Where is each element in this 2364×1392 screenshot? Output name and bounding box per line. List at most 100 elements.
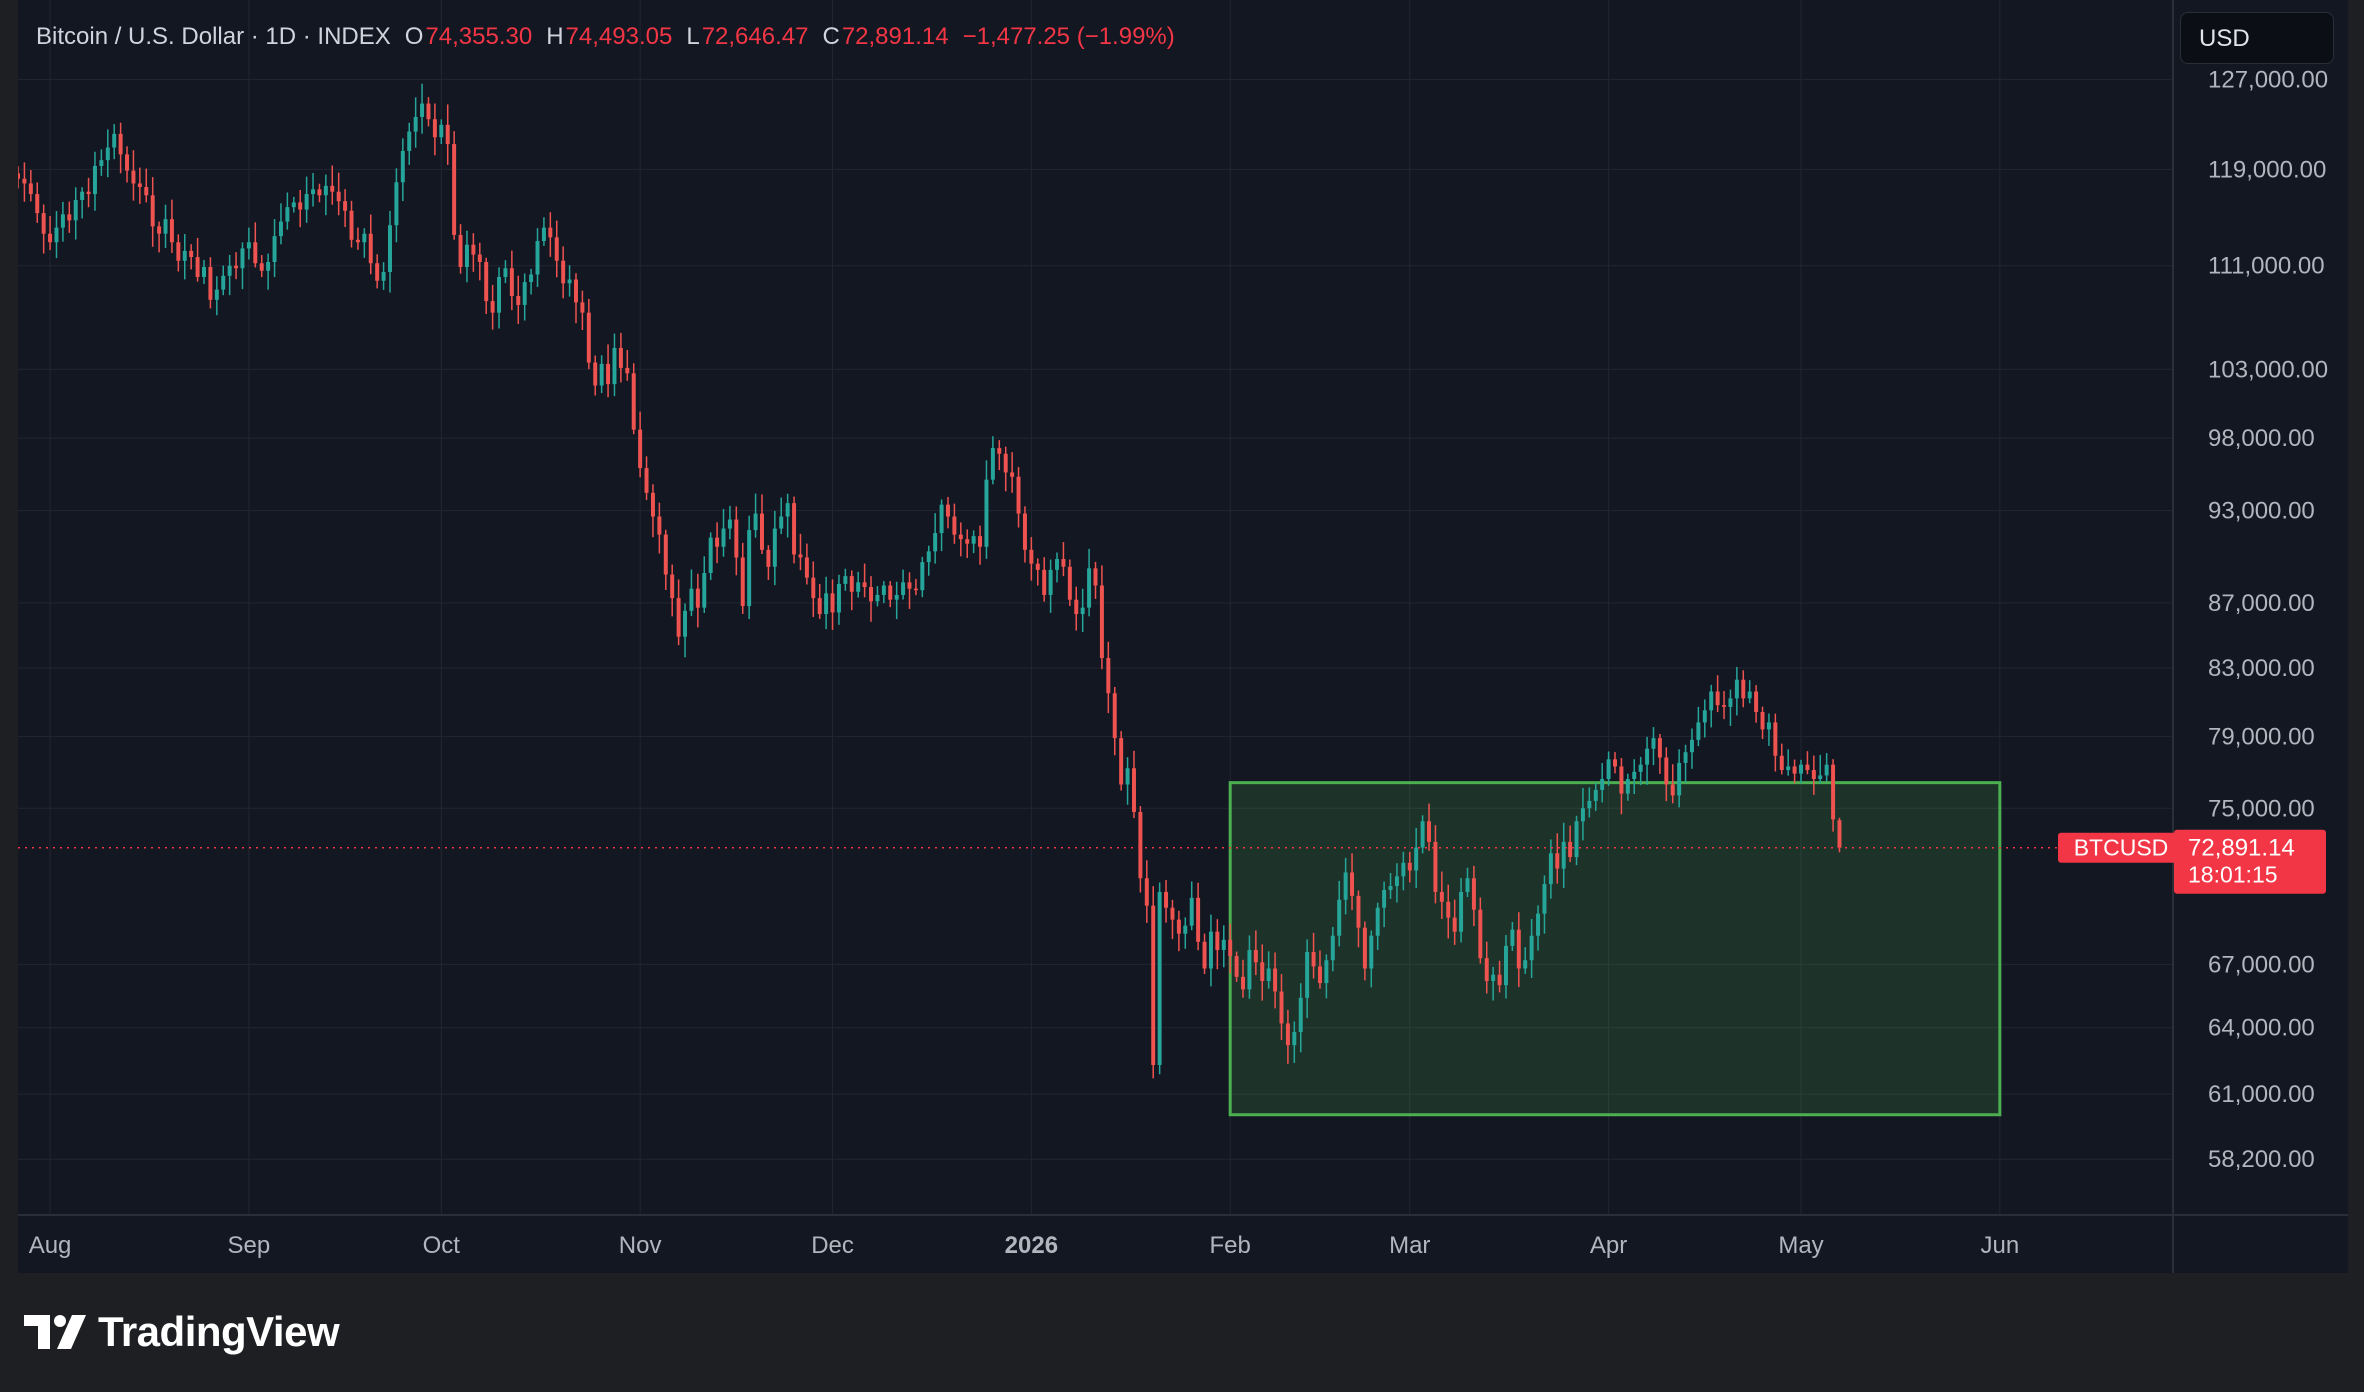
candle-body: [1689, 739, 1694, 753]
candle-body: [1311, 952, 1316, 967]
candle-body: [1208, 931, 1213, 969]
candle-body: [1625, 779, 1630, 794]
candle-body: [259, 263, 264, 271]
candle-body: [695, 588, 700, 608]
candle-body: [804, 557, 809, 578]
candle-body: [1747, 691, 1752, 699]
low-value: 72,646.47: [701, 23, 809, 50]
candle-body: [1523, 960, 1528, 969]
candle-body: [125, 154, 130, 171]
x-tick-label: Jun: [1980, 1232, 2019, 1259]
candle-body: [1048, 569, 1053, 595]
candle-body: [291, 202, 296, 208]
candle-body: [702, 572, 707, 608]
candle-body: [1587, 800, 1592, 809]
candle-body: [1574, 821, 1579, 858]
candle-body: [606, 363, 611, 385]
candle-body: [1080, 607, 1085, 615]
candle-body: [894, 594, 899, 600]
candle-body: [1696, 722, 1701, 740]
candle-body: [471, 244, 476, 255]
candle-body: [631, 373, 636, 430]
currency-button[interactable]: USD: [2180, 12, 2334, 64]
candle-body: [1196, 897, 1201, 942]
candle-body: [1657, 738, 1662, 758]
candle-body: [933, 533, 938, 552]
candle-body: [1555, 853, 1560, 869]
candle-body: [375, 263, 380, 281]
candle-body: [266, 262, 271, 271]
candle-body: [1465, 878, 1470, 892]
candle-body: [221, 275, 226, 290]
candle-body: [657, 516, 662, 535]
tradingview-logo[interactable]: TradingView: [24, 1302, 340, 1362]
candle-body: [843, 576, 848, 584]
candle-body: [1414, 847, 1419, 871]
candle-body: [990, 448, 995, 480]
candle-body: [497, 277, 502, 313]
candle-body: [445, 124, 450, 145]
candle-body: [817, 598, 822, 615]
y-tick-label: 75,000.00: [2208, 795, 2315, 822]
candle-body: [779, 516, 784, 529]
candle-body: [137, 183, 142, 187]
y-tick-label: 127,000.00: [2208, 66, 2328, 93]
x-tick-label: Feb: [1210, 1232, 1251, 1259]
candle-body: [663, 534, 668, 575]
candle-body: [1459, 891, 1464, 932]
candle-body: [593, 362, 598, 386]
candle-body: [426, 103, 431, 120]
candle-body: [1029, 549, 1034, 564]
candle-body: [1067, 566, 1072, 600]
x-tick-label: 2026: [1005, 1232, 1058, 1259]
candle-body: [670, 574, 675, 599]
candle-body: [618, 347, 623, 368]
candle-body: [1548, 853, 1553, 885]
candle-body: [1279, 991, 1284, 1024]
candle-body: [1241, 976, 1246, 990]
candle-body: [18, 173, 20, 179]
candle-body: [913, 588, 918, 591]
candle-body: [965, 539, 970, 544]
symbol-title[interactable]: Bitcoin / U.S. Dollar · 1D · INDEX: [36, 23, 391, 50]
x-tick-label: May: [1778, 1232, 1823, 1259]
chart-area[interactable]: 58,200.00 61,000.00 64,000.00 67,000.00 75,0…: [18, 0, 2348, 1273]
candle-body: [272, 236, 277, 263]
candle-body: [1317, 966, 1322, 984]
candle-body: [1228, 939, 1233, 957]
candle-body: [105, 147, 110, 161]
candle-body: [740, 557, 745, 607]
x-tick-label: Nov: [619, 1232, 662, 1259]
symbol-badge-label: BTCUSD: [2074, 835, 2169, 861]
candle-body: [836, 583, 841, 613]
candle-body: [1606, 759, 1611, 780]
candle-body: [926, 551, 931, 563]
y-tick-label: 58,200.00: [2208, 1146, 2315, 1173]
candle-body: [1471, 878, 1476, 910]
candle-body: [548, 227, 553, 238]
rectangle-annotation: [1228, 781, 2002, 1117]
candle-body: [958, 534, 963, 540]
candle-body: [638, 429, 643, 469]
candle-body: [1766, 722, 1771, 730]
candle-body: [1632, 771, 1637, 780]
candle-body: [1382, 889, 1387, 908]
candle-body: [1266, 968, 1271, 981]
open-value: 74,355.30: [425, 23, 533, 50]
candle-body: [580, 302, 585, 313]
candle-body: [1503, 945, 1508, 986]
candle-body: [368, 233, 373, 264]
candle-body: [1285, 1023, 1290, 1046]
low-label: L: [686, 23, 700, 50]
candle-body: [362, 233, 367, 243]
candle-body: [1131, 768, 1136, 812]
candle-body: [1119, 738, 1124, 785]
candle-body: [1042, 569, 1047, 595]
price-chart[interactable]: 58,200.00 61,000.00 64,000.00 67,000.00 75,0…: [18, 0, 2348, 1273]
candle-body: [464, 244, 469, 267]
candle-body: [1722, 705, 1727, 707]
candle-body: [118, 133, 123, 155]
candle-body: [285, 207, 290, 222]
close-value: 72,891.14: [841, 23, 949, 50]
candle-body: [1786, 766, 1791, 771]
